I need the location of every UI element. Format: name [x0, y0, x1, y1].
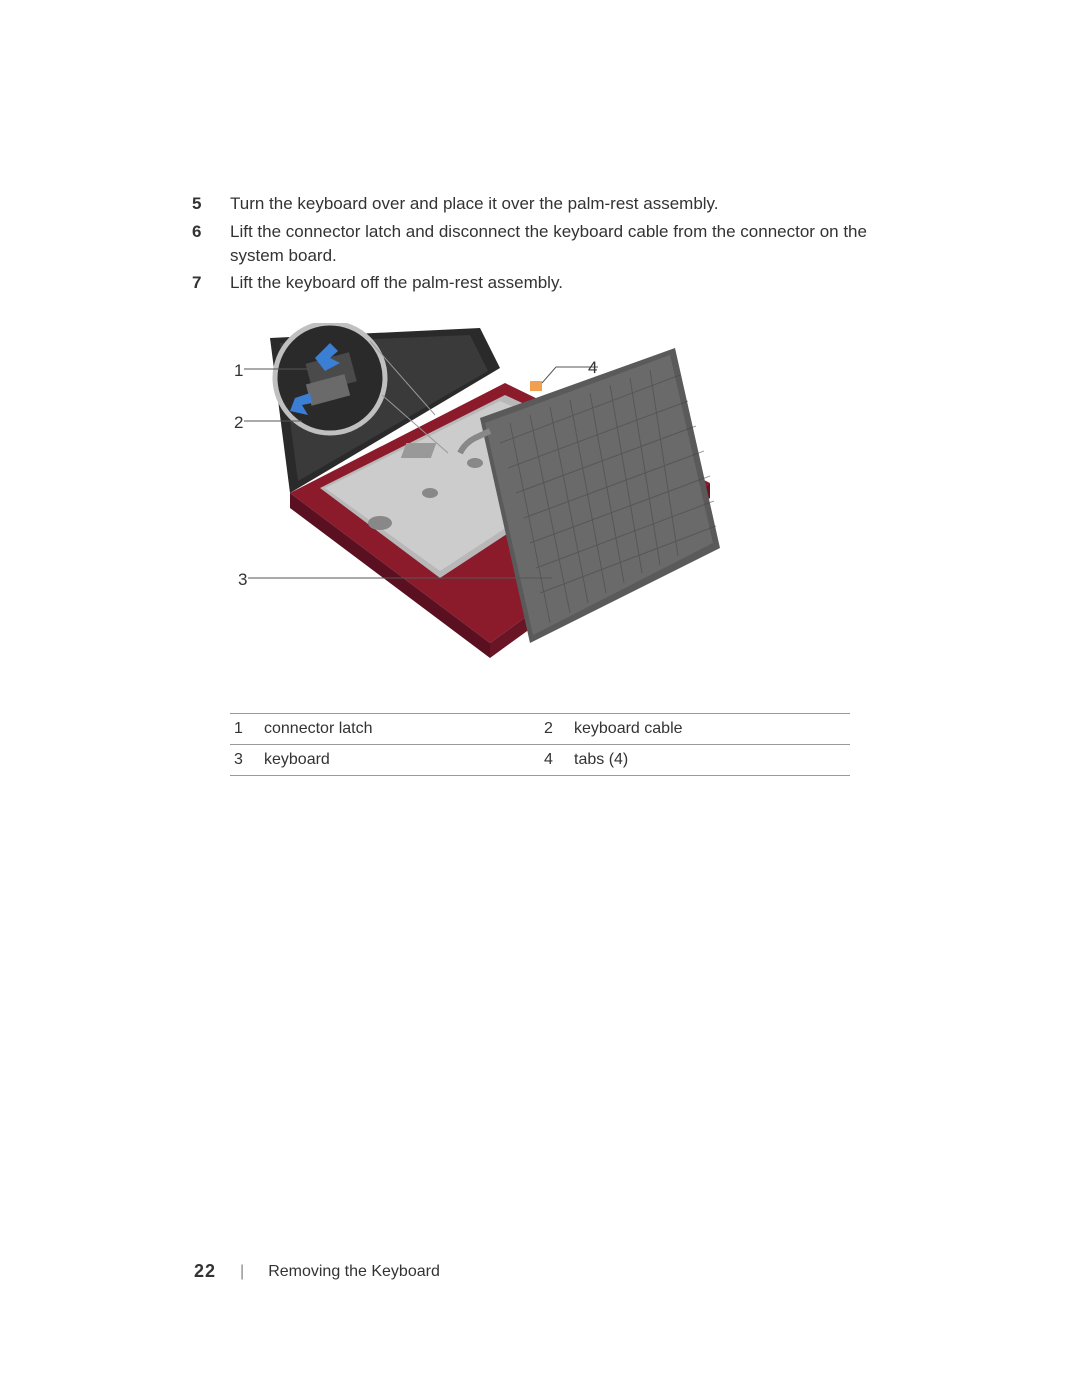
tray-detail: [467, 458, 483, 468]
step-6: 6 Lift the connector latch and disconnec…: [192, 220, 892, 268]
callout-label-4: 4: [588, 358, 597, 378]
step-number: 7: [192, 271, 230, 295]
step-5: 5 Turn the keyboard over and place it ov…: [192, 192, 892, 216]
step-text: Lift the keyboard off the palm-rest asse…: [230, 271, 892, 295]
table-row: 1 connector latch 2 keyboard cable: [230, 714, 850, 745]
diagram-svg: [230, 323, 790, 663]
tray-detail: [401, 443, 436, 458]
legend-num: 3: [230, 745, 260, 776]
legend-desc: keyboard: [260, 745, 540, 776]
legend-num: 4: [540, 745, 570, 776]
step-7: 7 Lift the keyboard off the palm-rest as…: [192, 271, 892, 295]
desktop-tab-icon: [530, 381, 542, 391]
callout-label-2: 2: [234, 413, 243, 433]
callout-label-1: 1: [234, 361, 243, 381]
legend-desc: connector latch: [260, 714, 540, 745]
tray-detail: [422, 488, 438, 498]
step-number: 5: [192, 192, 230, 216]
keyboard-removal-diagram: 1 2 3 4: [230, 323, 790, 663]
legend-desc: keyboard cable: [570, 714, 850, 745]
legend-num: 2: [540, 714, 570, 745]
table-row: 3 keyboard 4 tabs (4): [230, 745, 850, 776]
callout-label-3: 3: [238, 570, 247, 590]
step-list: 5 Turn the keyboard over and place it ov…: [192, 192, 892, 295]
tray-detail: [368, 516, 392, 530]
page-footer: 22 | Removing the Keyboard: [194, 1261, 440, 1282]
section-title: Removing the Keyboard: [268, 1263, 440, 1281]
step-number: 6: [192, 220, 230, 268]
legend-desc: tabs (4): [570, 745, 850, 776]
legend-table: 1 connector latch 2 keyboard cable 3 key…: [230, 713, 850, 776]
legend-num: 1: [230, 714, 260, 745]
step-text: Lift the connector latch and disconnect …: [230, 220, 892, 268]
callout-line-4b: [542, 367, 556, 383]
step-text: Turn the keyboard over and place it over…: [230, 192, 892, 216]
page-number: 22: [194, 1261, 216, 1282]
footer-divider: |: [240, 1263, 244, 1281]
